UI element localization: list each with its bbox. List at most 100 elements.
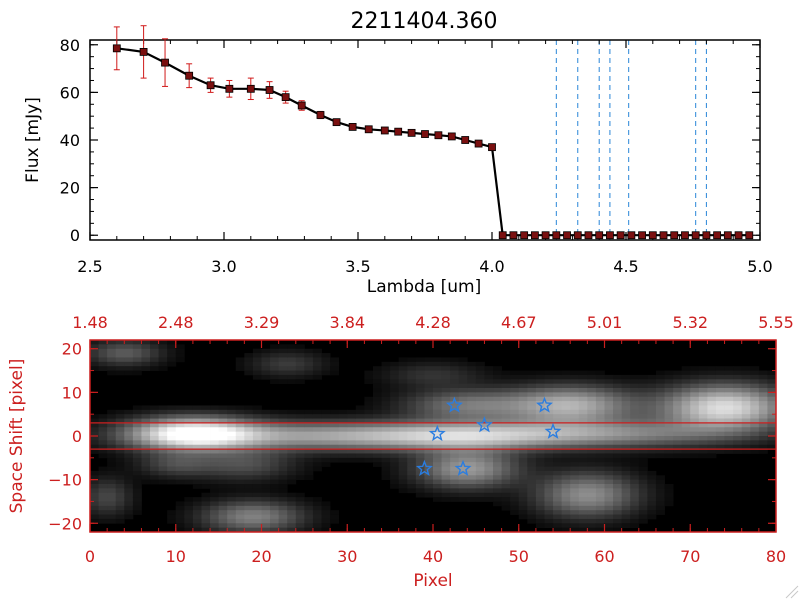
image-pixel [493, 414, 502, 419]
image-pixel [433, 361, 442, 367]
image-pixel [604, 475, 614, 481]
image-pixel [124, 501, 134, 507]
image-pixel [664, 388, 674, 393]
image-pixel [287, 453, 297, 459]
image-pixel [570, 396, 580, 402]
image-pixel [433, 470, 442, 476]
image-pixel [467, 427, 477, 433]
image-pixel [424, 440, 434, 446]
image-pixel [553, 484, 563, 489]
resize-grip-icon[interactable] [785, 585, 799, 599]
image-pixel [150, 436, 159, 441]
image-pixel [613, 510, 623, 515]
image-pixel [553, 392, 563, 398]
image-pixel [441, 462, 451, 467]
image-pixel [501, 453, 511, 459]
image-pixel [441, 374, 451, 380]
image-pixel [98, 484, 108, 489]
image-pixel [621, 449, 631, 454]
image-pixel [613, 418, 623, 424]
image-pixel [107, 475, 117, 481]
image-pixel [501, 444, 511, 450]
image-pixel [587, 440, 597, 446]
image-pixel [518, 501, 528, 507]
image-pixel [304, 510, 314, 515]
top-x-tick-label: 2.48 [158, 313, 194, 332]
image-pixel [553, 475, 563, 481]
image-pixel [235, 475, 245, 481]
image-pixel [475, 453, 485, 459]
image-pixel [158, 475, 168, 481]
image-pixel [115, 497, 125, 502]
image-pixel [450, 392, 460, 398]
image-pixel [484, 401, 494, 406]
image-pixel [244, 440, 254, 446]
image-pixel [595, 470, 605, 476]
image-pixel [372, 453, 382, 459]
image-pixel [724, 418, 734, 424]
image-pixel [278, 374, 288, 380]
image-pixel [501, 457, 511, 463]
image-pixel [150, 457, 159, 463]
image-pixel [227, 414, 237, 419]
image-pixel [535, 396, 545, 402]
image-pixel [115, 466, 125, 472]
image-pixel [210, 514, 220, 520]
image-pixel [475, 466, 485, 472]
image-pixel [570, 488, 580, 494]
image-pixel [98, 492, 108, 498]
image-pixel [664, 427, 674, 433]
image-pixel [287, 492, 297, 498]
image-pixel [553, 457, 563, 463]
image-pixel [124, 514, 134, 520]
image-pixel [535, 501, 545, 507]
image-pixel [390, 470, 400, 476]
image-pixel [278, 479, 288, 485]
image-pixel [698, 427, 708, 433]
x-tick-label: 5.0 [747, 257, 772, 276]
image-pixel [227, 527, 237, 533]
image-pixel [372, 414, 382, 419]
image-pixel [570, 492, 580, 498]
image-pixel [244, 484, 254, 489]
image-pixel [767, 422, 777, 428]
image-pixel [493, 396, 502, 402]
image-pixel [235, 470, 245, 476]
image-pixel [244, 518, 254, 524]
image-pixel [201, 484, 211, 489]
image-pixel [647, 436, 657, 441]
image-pixel [192, 501, 202, 507]
image-pixel [415, 366, 425, 371]
image-pixel [158, 348, 168, 354]
image-pixel [741, 366, 751, 371]
image-pixel [158, 440, 168, 446]
image-pixel [561, 383, 571, 389]
image-pixel [458, 470, 468, 476]
image-pixel [750, 440, 760, 446]
image-pixel [295, 370, 305, 376]
image-pixel [741, 449, 751, 454]
image-pixel [321, 431, 331, 437]
image-pixel [295, 453, 305, 459]
image-pixel [278, 431, 288, 437]
image-pixel [518, 396, 528, 402]
image-pixel [175, 405, 185, 411]
image-pixel [261, 492, 271, 498]
image-pixel [510, 414, 520, 419]
image-pixel [407, 431, 417, 437]
image-pixel [518, 383, 528, 389]
image-pixel [630, 392, 640, 398]
image-pixel [741, 427, 751, 433]
image-pixel [278, 510, 288, 515]
image-pixel [578, 479, 588, 485]
image-pixel [124, 484, 134, 489]
image-pixel [390, 440, 400, 446]
image-pixel [767, 383, 777, 389]
image-pixel [261, 353, 271, 358]
image-pixel [201, 418, 211, 424]
image-pixel [192, 422, 202, 428]
image-pixel [295, 440, 305, 446]
image-pixel [604, 409, 614, 415]
image-pixel [201, 449, 211, 454]
image-pixel [724, 401, 734, 406]
